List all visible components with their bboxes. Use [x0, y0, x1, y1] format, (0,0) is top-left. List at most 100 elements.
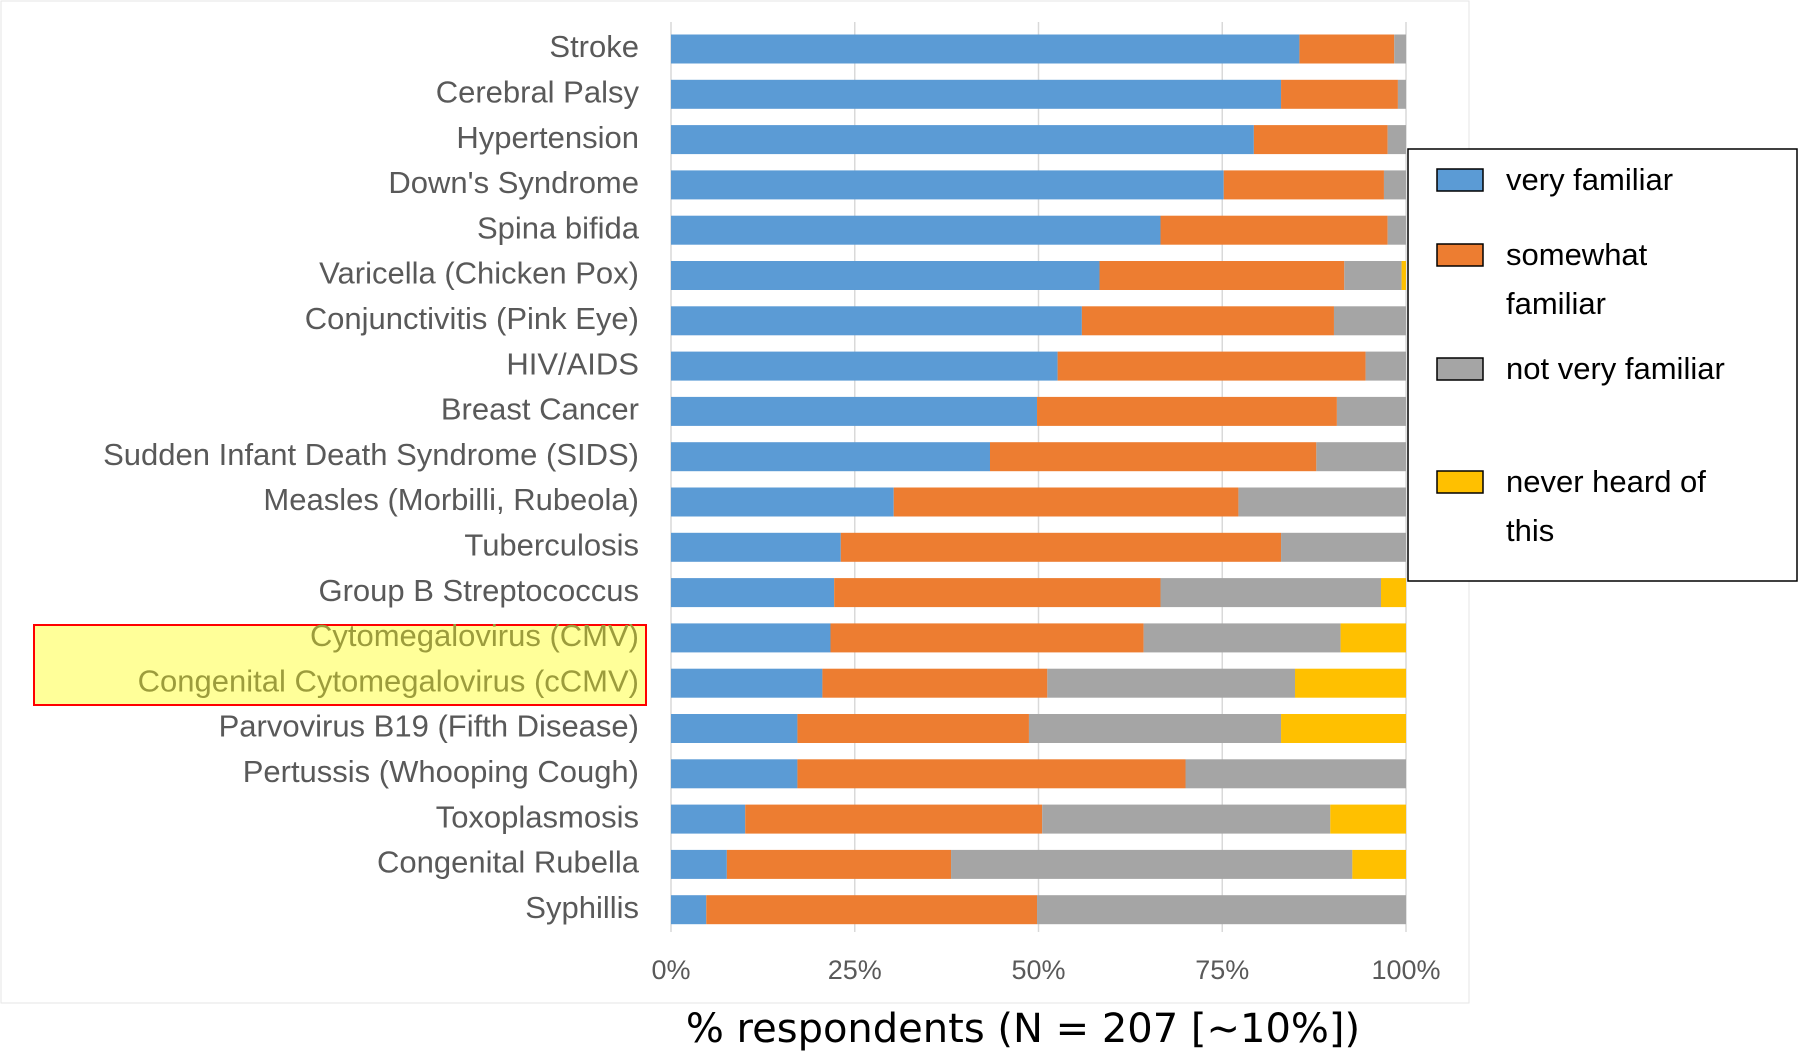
bar-segment: [1344, 261, 1402, 290]
bar-segment: [1253, 125, 1388, 155]
category-label: Pertussis (Whooping Cough): [243, 754, 639, 789]
bar-segment: [1028, 714, 1282, 743]
bar-segment: [1383, 170, 1406, 200]
legend-label: somewhat familiar: [1506, 237, 1648, 321]
category-label: Cerebral Palsy: [436, 74, 640, 109]
category-label: Measles (Morbilli, Rubeola): [263, 482, 639, 517]
category-label: Sudden Infant Death Syndrome (SIDS): [103, 437, 639, 472]
bar-segment: [1336, 396, 1406, 426]
legend-item: somewhat familiar: [1506, 237, 1648, 321]
bar-segment: [671, 34, 1300, 64]
bar-segment: [830, 623, 1144, 653]
category-label: Hypertension: [456, 120, 639, 155]
legend-label: never heard of this: [1506, 464, 1706, 548]
bar-segment: [1057, 351, 1366, 381]
bar-segment: [1281, 532, 1406, 562]
bar-segment: [893, 487, 1239, 517]
legend-item: very familiar: [1506, 162, 1674, 197]
legend-swatch: [1436, 357, 1484, 381]
bar-segment: [1281, 714, 1406, 743]
legend-item: never heard of this: [1506, 464, 1706, 548]
legend-swatch: [1436, 168, 1484, 192]
legend-item: not very familiar: [1506, 351, 1725, 386]
bar-segment: [1330, 804, 1406, 834]
bar-segment: [671, 79, 1282, 109]
bar-segment: [1387, 125, 1406, 155]
bar-segment: [671, 668, 823, 698]
bar-segment: [822, 668, 1048, 698]
category-label: Conjunctivitis (Pink Eye): [305, 301, 639, 336]
x-tick-label: 100%: [1371, 955, 1440, 985]
bar-segment: [951, 849, 1353, 879]
bar-segment: [1316, 442, 1406, 472]
bar-segment: [1042, 804, 1331, 834]
category-label: Down's Syndrome: [388, 165, 639, 200]
bar-segment: [1160, 578, 1382, 608]
bar-segment: [1099, 261, 1345, 290]
category-label: Stroke: [549, 29, 639, 64]
legend-label: very familiar: [1506, 162, 1674, 197]
bar-segment: [1387, 215, 1406, 245]
bar-segment: [1352, 849, 1406, 879]
bar-segment: [671, 396, 1038, 426]
x-tick-label: 50%: [1011, 955, 1065, 985]
bar-segment: [1295, 668, 1406, 698]
category-label: Syphillis: [525, 890, 639, 925]
bar-segment: [706, 895, 1038, 925]
category-label: Group B Streptococcus: [319, 573, 640, 608]
bar-segment: [671, 532, 841, 562]
bar-segment: [671, 125, 1254, 155]
bar-segment: [1333, 306, 1406, 336]
bar-segment: [671, 895, 707, 925]
bar-segment: [989, 442, 1317, 472]
category-label: Spina bifida: [477, 210, 640, 245]
bar-segment: [1281, 79, 1398, 109]
bar-segment: [1394, 34, 1406, 64]
legend-swatch: [1436, 243, 1484, 267]
category-label: Parvovirus B19 (Fifth Disease): [219, 709, 639, 744]
bar-segment: [1238, 487, 1406, 517]
bar-segment: [671, 215, 1161, 245]
category-label: Cytomegalovirus (CMV): [310, 618, 639, 653]
bar-segment: [671, 759, 798, 789]
bar-segment: [671, 351, 1058, 381]
bar-segment: [1381, 578, 1406, 608]
x-axis-label: % respondents (N = 207 [~10%]): [686, 1006, 1360, 1052]
bar-segment: [1037, 895, 1406, 925]
bar-segment: [671, 261, 1100, 290]
bar-segment: [671, 623, 831, 653]
bar-segment: [1047, 668, 1296, 698]
bar-segment: [1081, 306, 1334, 336]
bar-segment: [726, 849, 952, 879]
x-tick-label: 75%: [1195, 955, 1249, 985]
category-label: Toxoplasmosis: [436, 799, 639, 834]
bar-segment: [1401, 261, 1406, 290]
category-label: Tuberculosis: [464, 527, 639, 562]
bar-segment: [1160, 215, 1388, 245]
x-tick-label: 25%: [828, 955, 882, 985]
category-label: Congenital Rubella: [377, 845, 640, 880]
bar-segment: [671, 170, 1224, 200]
bar-segment: [671, 849, 727, 879]
bar-segment: [1365, 351, 1406, 381]
bar-segment: [797, 714, 1029, 743]
bar-segment: [797, 759, 1186, 789]
legend-swatch: [1436, 470, 1484, 494]
bar-segment: [1397, 79, 1406, 109]
bar-segment: [671, 804, 746, 834]
category-label: HIV/AIDS: [506, 346, 639, 381]
bar-segment: [840, 532, 1282, 562]
bar-segment: [671, 306, 1082, 336]
bar-segment: [834, 578, 1161, 608]
bar-segment: [671, 578, 835, 608]
bar-segment: [1185, 759, 1406, 789]
category-label: Breast Cancer: [441, 392, 639, 427]
bar-segment: [745, 804, 1043, 834]
bar-segment: [1340, 623, 1406, 653]
highlight-box: [33, 624, 647, 706]
legend-label: not very familiar: [1506, 351, 1725, 386]
bar-segment: [671, 714, 798, 743]
bar-segment: [1299, 34, 1395, 64]
